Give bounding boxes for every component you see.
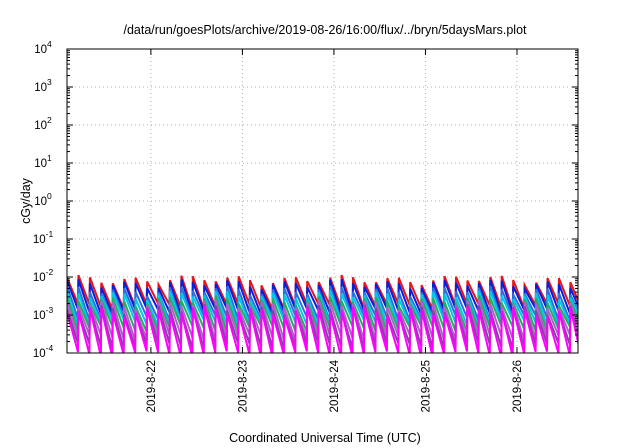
x-tick-label: 2019-8-24	[329, 359, 341, 412]
y-tick-label: 103	[34, 77, 52, 94]
series-line-8	[67, 305, 578, 353]
y-tick-label: 10-2	[33, 267, 54, 284]
y-tick-label: 101	[34, 153, 52, 170]
y-tick-label: 10-4	[33, 343, 54, 360]
x-tick-label: 2019-8-26	[512, 360, 524, 412]
series-line-1	[67, 274, 578, 310]
x-axis-label: Coordinated Universal Time (UTC)	[229, 431, 421, 445]
y-axis-label: cGy/day	[19, 177, 33, 224]
x-tick-label: 2019-8-22	[146, 360, 158, 412]
chart-title: /data/run/goesPlots/archive/2019-08-26/1…	[123, 23, 527, 37]
x-axis: 2019-8-22 2019-8-23 2019-8-24 2019-8-25 2019…	[146, 49, 524, 412]
plot-area	[67, 274, 578, 353]
series-line-6	[67, 299, 578, 342]
y-axis: 10-4 10-3 10-2 10-1 100 101 102 103 104	[33, 39, 578, 360]
y-tick-label: 102	[34, 115, 52, 132]
x-tick-label: 2019-8-23	[237, 360, 249, 412]
series-line-4	[67, 289, 578, 326]
series-line-5	[67, 295, 578, 333]
y-tick-label: 10-3	[33, 305, 54, 322]
x-tick-label: 2019-8-25	[420, 360, 432, 412]
series-line-2	[67, 279, 578, 315]
y-tick-label: 100	[34, 191, 52, 208]
y-tick-label: 104	[34, 39, 52, 56]
grid	[67, 49, 578, 353]
y-tick-label: 10-1	[33, 229, 54, 246]
